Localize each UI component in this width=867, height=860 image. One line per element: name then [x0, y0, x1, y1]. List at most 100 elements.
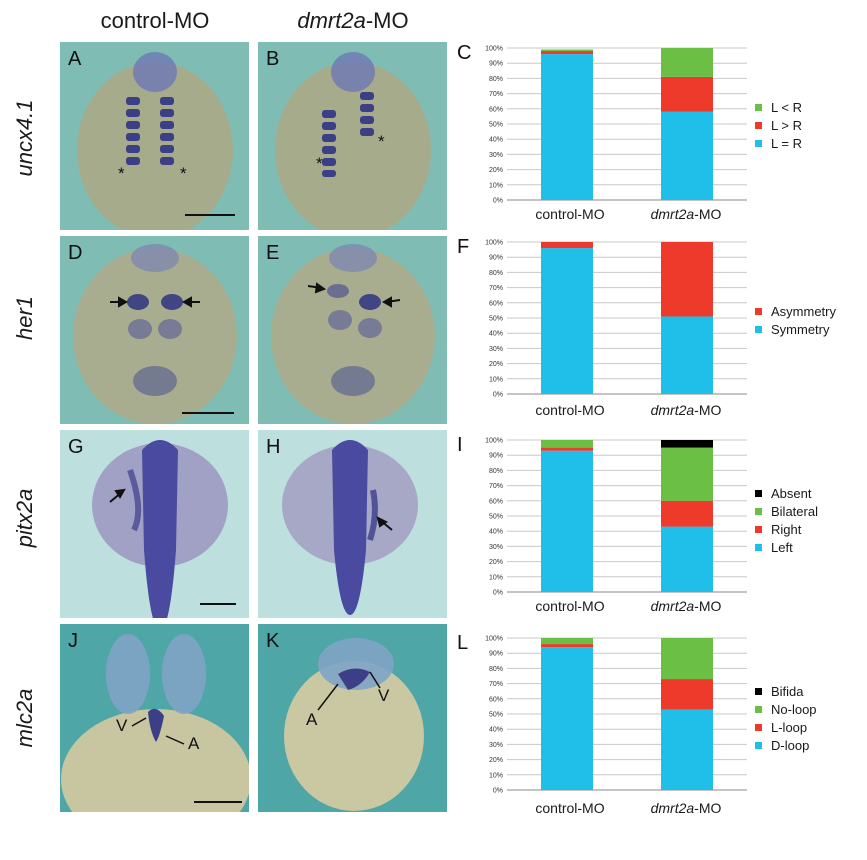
legend-item: Symmetry: [755, 320, 836, 338]
chart-legend: Absent Bilateral Right Left: [755, 484, 818, 556]
x-label-suffix: -MO: [694, 206, 722, 222]
y-tick-label: 20%: [489, 167, 503, 174]
legend-item: Bilateral: [755, 502, 818, 520]
chart-svg: 0% 10% 20% 30% 40% 50% 60% 70% 80% 90% 100%: [485, 46, 747, 205]
scale-bar: [182, 412, 234, 414]
asterisk-left: *: [316, 154, 323, 173]
embryo-illustration: [282, 440, 418, 615]
embryo-illustration: [77, 52, 233, 230]
legend-item: L > R: [755, 116, 802, 134]
bar-segment: [541, 54, 593, 200]
y-tick-label: 40%: [489, 727, 503, 734]
chart-letter: F: [457, 236, 470, 258]
legend-item: Absent: [755, 484, 818, 502]
column-header-morphant: dmrt2a-MO: [258, 8, 448, 34]
y-tick-label: 90%: [489, 255, 503, 262]
bar-segment: [661, 242, 713, 317]
legend-item: Left: [755, 538, 818, 556]
chart-f: F 0% 10% 20% 30% 40% 50% 60% 70% 80% 90% 100% Asym…: [455, 234, 867, 424]
legend-swatch: [755, 139, 762, 147]
bar-segment: [661, 316, 713, 394]
asterisk-right: *: [180, 164, 187, 183]
y-tick-label: 0%: [493, 590, 503, 597]
y-tick-label: 10%: [489, 182, 503, 189]
y-tick-label: 50%: [489, 514, 503, 521]
bar-segment: [541, 450, 593, 592]
bar-segment: [541, 447, 593, 451]
legend-swatch: [755, 705, 762, 713]
legend-item: D-loop: [755, 736, 817, 754]
y-tick-label: 90%: [489, 651, 503, 658]
y-tick-label: 100%: [485, 438, 503, 445]
legend-swatch: [755, 325, 762, 333]
y-tick-label: 10%: [489, 376, 503, 383]
x-label-gene: dmrt2a: [650, 402, 695, 418]
legend-item: No-loop: [755, 700, 817, 718]
y-tick-label: 20%: [489, 757, 503, 764]
legend-label: Bilateral: [771, 503, 818, 519]
legend-label: Right: [771, 521, 802, 537]
photo-panel-b: B * *: [258, 42, 447, 230]
bar-segment: [541, 242, 593, 249]
legend-item: Bifida: [755, 682, 817, 700]
chart-letter: I: [457, 434, 463, 456]
y-tick-label: 60%: [489, 300, 503, 307]
photo-panel-h: H: [258, 430, 447, 618]
embryo-illustration: [271, 244, 435, 424]
y-tick-label: 70%: [489, 483, 503, 490]
photo-panel-j: J V A: [60, 624, 249, 812]
y-tick-label: 100%: [485, 636, 503, 643]
legend-swatch: [755, 525, 762, 533]
embryo-illustration: [284, 638, 424, 811]
legend-label: L < R: [771, 99, 802, 115]
y-tick-label: 80%: [489, 468, 503, 475]
legend-label: Symmetry: [771, 321, 830, 337]
legend-item: Asymmetry: [755, 302, 836, 320]
photo-panel-e: E: [258, 236, 447, 424]
x-label-gene: dmrt2a: [650, 206, 695, 222]
row-label-mlc2a: mlc2a: [12, 688, 37, 748]
chart-l: L 0% 10% 20% 30% 40% 50% 60% 70% 80% 90% 100% Bifi…: [455, 630, 867, 820]
embryo-illustration: [92, 440, 228, 618]
legend-item: L-loop: [755, 718, 817, 736]
x-label-control: control-MO: [535, 800, 605, 816]
bar-segment: [541, 638, 593, 645]
y-tick-label: 30%: [489, 742, 503, 749]
y-tick-label: 100%: [485, 240, 503, 247]
x-label-control: control-MO: [535, 206, 605, 222]
x-label-control: control-MO: [535, 598, 605, 614]
x-label-control: control-MO: [535, 402, 605, 418]
bar-segment: [661, 526, 713, 592]
y-tick-label: 60%: [489, 498, 503, 505]
y-tick-label: 70%: [489, 285, 503, 292]
legend-label: No-loop: [771, 701, 817, 717]
column-header-control: control-MO: [100, 8, 210, 33]
photo-panel-k: K A V: [258, 624, 447, 812]
y-tick-label: 80%: [489, 666, 503, 673]
y-tick-label: 20%: [489, 559, 503, 566]
label-v: V: [116, 716, 128, 735]
legend-swatch: [755, 307, 762, 315]
y-tick-label: 10%: [489, 772, 503, 779]
bar-segment: [541, 49, 593, 52]
legend-item: L < R: [755, 98, 802, 116]
bar-segment: [541, 248, 593, 394]
y-tick-label: 40%: [489, 529, 503, 536]
y-tick-label: 80%: [489, 270, 503, 277]
y-tick-label: 90%: [489, 453, 503, 460]
panel-letter-a: A: [68, 48, 82, 70]
legend-swatch: [755, 741, 762, 749]
label-a: A: [306, 710, 318, 729]
panel-letter-j: J: [68, 630, 78, 652]
bar-segment: [661, 500, 713, 527]
legend-swatch: [755, 507, 762, 515]
scale-bar: [200, 603, 236, 605]
x-label-gene: dmrt2a: [650, 800, 695, 816]
panel-letter-e: E: [266, 242, 280, 264]
scale-bar: [194, 801, 242, 803]
bar-segment: [541, 440, 593, 448]
legend-swatch: [755, 687, 762, 695]
morphant-suffix: -MO: [365, 8, 409, 33]
y-tick-label: 30%: [489, 346, 503, 353]
bar-segment: [661, 679, 713, 710]
